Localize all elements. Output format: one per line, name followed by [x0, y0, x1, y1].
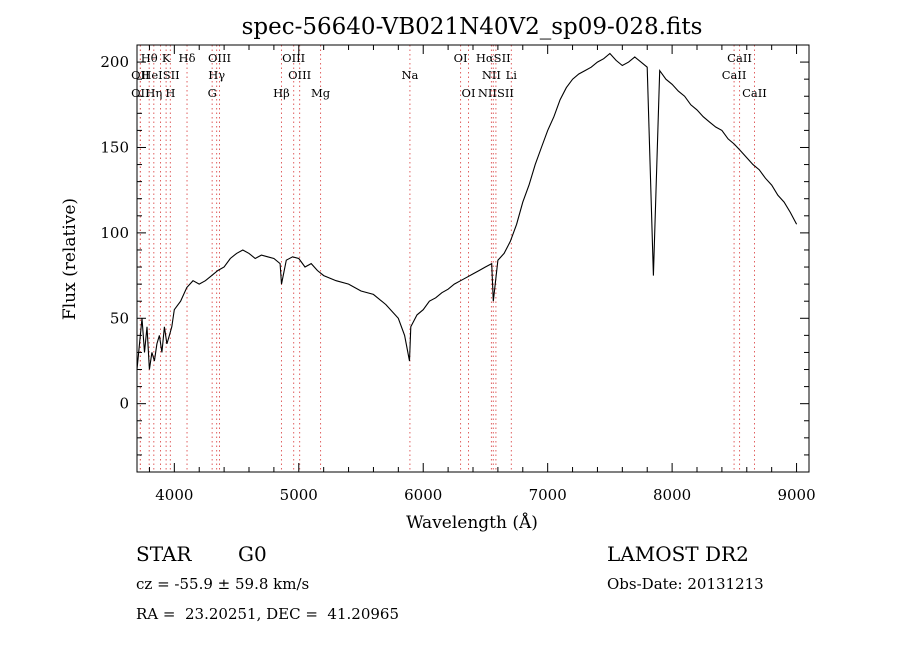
emission-line-label: Hγ	[208, 68, 225, 82]
emission-line-label: NII	[482, 68, 501, 82]
emission-line-label: Mg	[311, 86, 331, 100]
x-tick-label: 9000	[777, 486, 815, 504]
emission-line-label: CaII	[722, 68, 747, 82]
emission-line-label: Li	[506, 68, 518, 82]
x-tick-label: 4000	[155, 486, 193, 504]
emission-line-label: Na	[401, 68, 418, 82]
plot-frame	[136, 44, 810, 473]
emission-line-label: H	[165, 86, 175, 100]
object-subclass: G0	[238, 542, 267, 566]
emission-line-label: OIII	[208, 51, 231, 65]
x-tick-label: 7000	[529, 486, 567, 504]
y-tick-label: 50	[110, 309, 129, 327]
emission-line-label: HαSII	[476, 51, 511, 65]
emission-line-label: Hβ	[273, 86, 290, 100]
y-axis: 0 50 100 150 200	[100, 44, 809, 456]
y-tick-label: 150	[100, 138, 129, 156]
emission-line-label: CaII	[727, 51, 752, 65]
emission-line-label: HeISII	[141, 68, 179, 82]
spectrum-line	[136, 52, 798, 370]
chart-title: spec-56640-VB021N40V2_sp09-028.fits	[242, 14, 703, 40]
object-class: STAR	[136, 542, 192, 566]
x-axis: 4000 5000 6000 7000 8000 9000	[148, 45, 816, 504]
emission-line-label: Hθ	[141, 51, 158, 65]
emission-line-label: Hη	[145, 86, 162, 100]
redshift-text: cz = -55.9 ± 59.8 km/s	[136, 575, 310, 593]
emission-line-label: Hδ	[179, 51, 196, 65]
y-tick-label: 0	[119, 395, 129, 413]
coords-text: RA = 23.20251, DEC = 41.20965	[136, 605, 400, 623]
y-tick-label: 100	[100, 224, 129, 242]
survey-label: LAMOST DR2	[607, 542, 749, 566]
x-axis-label: Wavelength (Å)	[406, 512, 538, 533]
emission-line-label: G	[208, 86, 217, 100]
emission-line-label: OIII	[282, 51, 305, 65]
x-tick-label: 5000	[280, 486, 318, 504]
emission-line-label: NIISII	[478, 86, 514, 100]
x-tick-label: 6000	[404, 486, 442, 504]
emission-line-label: OI	[454, 51, 468, 65]
obs-date-text: Obs-Date: 20131213	[607, 575, 764, 593]
emission-line-label: CaII	[742, 86, 767, 100]
emission-line-label: OIII	[288, 68, 311, 82]
emission-line-label: OI	[462, 86, 476, 100]
emission-line-label: K	[162, 51, 171, 65]
emission-line-label: OII	[131, 86, 150, 100]
y-tick-label: 200	[100, 53, 129, 71]
y-axis-label: Flux (relative)	[60, 198, 80, 320]
emission-line-markers	[139, 45, 755, 472]
emission-line-label: OII	[131, 68, 150, 82]
x-tick-label: 8000	[653, 486, 691, 504]
